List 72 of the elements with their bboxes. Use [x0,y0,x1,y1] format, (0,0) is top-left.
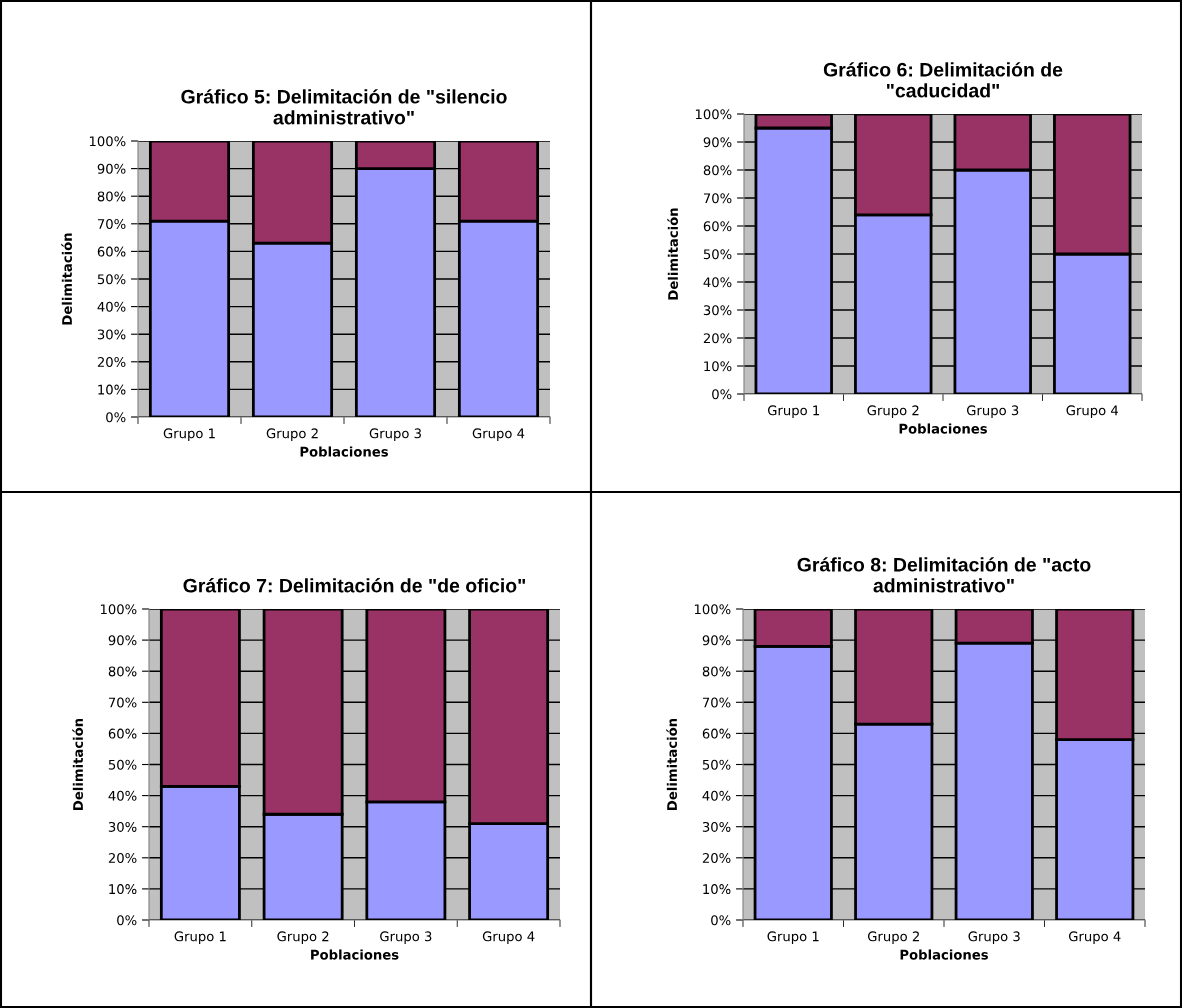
x-tick-label: Grupo 1 [767,405,820,418]
y-tick-label: 70% [97,219,126,229]
y-tick-label: 30% [702,821,731,832]
x-axis-title: Poblaciones [300,446,388,457]
y-tick-label: 40% [702,790,731,801]
y-tick-label: 60% [703,221,732,232]
x-tick-label: Grupo 1 [174,931,226,944]
x-tick-label: Grupo 2 [266,428,318,441]
y-tick-label: 30% [97,329,126,340]
x-axis-title: Poblaciones [899,423,987,434]
y-tick-label: 90% [97,163,126,174]
y-tick-label: 20% [108,853,137,863]
y-tick-label: 10% [109,884,137,895]
y-tick-label: 80% [97,191,126,202]
chart-title: Gráfico 6: Delimitación de "caducidad" [823,62,1063,98]
x-tick-label: Grupo 2 [867,405,919,418]
x-axis-title: Poblaciones [900,949,988,960]
x-tick-label: Grupo 1 [163,428,215,441]
y-tick-label: 0% [712,389,732,400]
chart-title: Gráfico 7: Delimitación de "de oficio" [183,578,526,593]
x-tick-label: Grupo 1 [767,931,819,944]
y-tick-label: 30% [108,821,137,832]
y-tick-label: 50% [108,759,137,770]
y-tick-label: 20% [703,333,732,344]
y-tick-label: 50% [702,759,731,770]
chart-title: Gráfico 5: Delimitación de "silencio administrativo" [181,89,507,125]
chart-title: Gráfico 8: Delimitación de "acto administrativo" [797,557,1091,593]
x-tick-label: Grupo 3 [369,428,421,441]
y-tick-label: 70% [703,193,732,204]
y-tick-label: 40% [108,790,137,801]
y-tick-label: 10% [98,384,126,395]
y-tick-label: 80% [702,666,731,677]
y-tick-label: 90% [108,635,137,646]
y-tick-label: 50% [97,274,126,285]
y-tick-label: 0% [117,915,137,926]
y-tick-label: 90% [703,137,732,148]
y-tick-label: 40% [97,301,126,312]
x-tick-label: Grupo 3 [380,931,432,944]
y-tick-label: 100% [100,604,137,615]
y-tick-label: 100% [694,604,731,615]
y-tick-label: 60% [702,728,731,739]
y-tick-label: 100% [695,109,732,120]
x-tick-label: Grupo 2 [277,931,329,944]
x-tick-label: Grupo 3 [966,405,1019,418]
x-tick-label: Grupo 4 [1068,931,1121,944]
y-tick-label: 80% [108,666,137,677]
y-tick-label: 50% [703,249,732,260]
y-tick-label: 20% [97,357,126,367]
y-axis-title: Delimitación [61,233,73,325]
y-tick-label: 60% [108,728,137,739]
y-axis-title: Delimitación [667,208,679,300]
y-tick-label: 80% [703,165,732,176]
x-tick-label: Grupo 4 [482,931,535,944]
x-tick-label: Grupo 2 [867,931,919,944]
y-tick-label: 10% [703,884,731,895]
y-tick-label: 60% [97,246,126,257]
y-axis-title: Delimitación [72,718,84,810]
y-tick-label: 0% [106,412,126,423]
y-tick-label: 70% [108,697,137,708]
x-axis-title: Poblaciones [311,949,399,960]
x-tick-label: Grupo 4 [472,428,525,441]
y-tick-label: 40% [703,277,732,288]
x-tick-label: Grupo 4 [1066,405,1119,418]
y-axis-title: Delimitación [666,718,678,810]
y-tick-label: 0% [711,915,731,926]
y-tick-label: 90% [702,635,731,646]
y-tick-label: 30% [703,305,732,316]
y-tick-label: 70% [702,697,731,708]
y-tick-label: 100% [89,136,126,147]
x-tick-label: Grupo 3 [968,931,1020,944]
y-tick-label: 10% [704,361,732,372]
y-tick-label: 20% [702,853,731,863]
